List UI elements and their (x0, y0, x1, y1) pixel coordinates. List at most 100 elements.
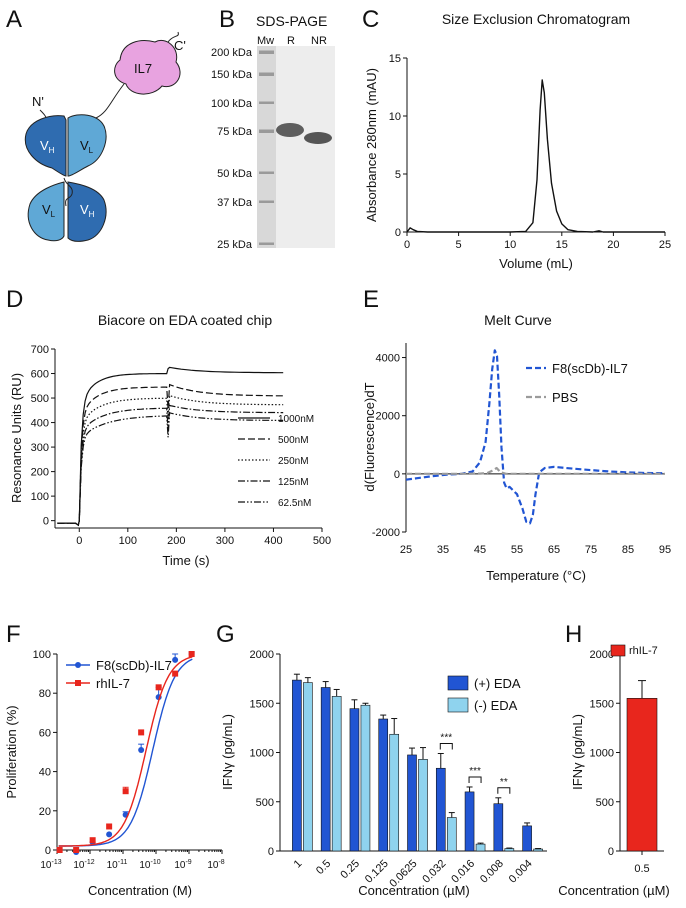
gel-marker-label: 25 kDa (217, 239, 253, 251)
legend-label: (+) EDA (474, 676, 521, 691)
x-tick-label: 0 (76, 535, 82, 547)
significance-label: ** (500, 777, 508, 788)
gel-marker-band (259, 129, 274, 133)
y-tick-label: 1000 (590, 748, 614, 760)
vl-label-lower: VL (42, 202, 56, 219)
chart-sec: Size Exclusion Chromatogram 0 5 10 15 0 5 10 15 2… (364, 11, 671, 271)
panel-label-e: E (363, 286, 379, 313)
x-axis-label: Concentration (µM) (558, 883, 670, 898)
data-point (73, 847, 80, 853)
y-axis-label: Proliferation (%) (4, 705, 19, 798)
legend-label: F8(scDb)-IL7 (96, 658, 172, 673)
series-line-1000nM (57, 366, 284, 527)
x-tick-label: 10-12 (73, 859, 94, 871)
chart-title: Size Exclusion Chromatogram (442, 11, 630, 27)
x-tick-label: 5 (456, 239, 462, 251)
x-tick-label: 0.5 (634, 863, 649, 875)
x-tick-label: 500 (313, 535, 331, 547)
chart-proliferation: 0 20 40 60 80 100 10-13 10-12 10-11 10-10 10-9 10-8… (4, 649, 225, 898)
y-axis-label: IFNγ (pg/mL) (570, 714, 585, 790)
legend-label: 62.5nM (278, 498, 311, 509)
x-tick-label: 65 (548, 544, 560, 556)
inner-linker (63, 177, 73, 207)
gel-marker-band (259, 242, 274, 245)
x-tick-label: 0 (404, 239, 410, 251)
legend-swatch (447, 697, 469, 713)
x-axis-label: Concentration (µM) (358, 883, 470, 898)
y-tick-label: 4000 (376, 353, 400, 365)
x-tick-label: 0.008 (478, 858, 506, 886)
x-tick-label: 15 (556, 239, 568, 251)
gel-lane-r: R (287, 35, 295, 47)
data-point (188, 651, 195, 657)
y-tick-label: 60 (39, 727, 51, 739)
chart-ifng-rhil7: 0 500 1000 1500 2000 0.5 rhIL-7 Concentration (… (558, 644, 670, 898)
data-point (106, 831, 113, 838)
y-tick-label: 500 (31, 393, 49, 405)
vl-label-upper: VL (80, 138, 94, 155)
y-tick-label: 15 (389, 53, 401, 65)
vh-domain-upper (24, 115, 67, 177)
x-tick-label: 0.25 (338, 858, 362, 882)
series-line-500nM (57, 383, 284, 527)
data-point (89, 837, 96, 844)
y-tick-label: 300 (31, 442, 49, 454)
bar-minus-eda (303, 682, 313, 852)
gel-lane-nr: NR (311, 35, 327, 47)
series-line-sec (406, 79, 665, 233)
x-tick-label: 35 (437, 544, 449, 556)
vl-domain-lower (27, 181, 65, 242)
y-tick-label: 100 (31, 491, 49, 503)
y-tick-label: 500 (596, 797, 614, 809)
gel-marker-label: 37 kDa (217, 197, 253, 209)
gel-band-reduced (276, 123, 304, 137)
gel-title: SDS-PAGE (256, 13, 327, 29)
bar-minus-eda (475, 843, 486, 852)
vh-label-lower: VH (80, 202, 95, 219)
y-tick-label: 500 (256, 797, 274, 809)
panel-label-a: A (6, 6, 22, 33)
y-tick-label: 100 (33, 649, 51, 661)
x-tick-label: 10-9 (174, 859, 191, 871)
x-tick-label: 0.004 (507, 858, 535, 886)
y-tick-label: 0 (395, 227, 401, 239)
y-tick-label: 5 (395, 169, 401, 181)
y-tick-label: 2000 (376, 411, 400, 423)
x-tick-label: 10-13 (40, 859, 61, 871)
x-tick-label: 95 (659, 544, 671, 556)
y-tick-label: -2000 (372, 527, 400, 539)
vl-domain-upper (67, 114, 107, 177)
series-line-f8-scdb-il7 (405, 349, 666, 525)
series-line-250nM (57, 394, 284, 527)
gel-marker-label: 50 kDa (217, 168, 253, 180)
c-terminus-label: C' (174, 38, 186, 53)
gel-marker-label: 150 kDa (211, 69, 253, 81)
legend-label: F8(scDb)-IL7 (552, 361, 628, 376)
gel-marker-band (259, 101, 274, 104)
bar-plus-eda (320, 687, 331, 852)
significance-bracket (497, 787, 511, 794)
gel-ladder-lane (257, 46, 276, 248)
data-point (138, 747, 145, 754)
bar-minus-eda (446, 817, 457, 852)
x-axis-label: Volume (mL) (499, 256, 573, 271)
gel-marker-label: 75 kDa (217, 126, 253, 138)
data-point (155, 684, 162, 691)
legend-label: 250nM (278, 456, 309, 467)
x-tick-label: 400 (264, 535, 282, 547)
x-tick-label: 100 (119, 535, 137, 547)
bar-minus-eda (360, 704, 371, 852)
bar-plus-eda (349, 708, 360, 852)
panel-label-g: G (216, 621, 235, 648)
data-point (172, 656, 179, 663)
x-tick-label: 10-8 (207, 859, 224, 871)
legend-label: 500nM (278, 435, 309, 446)
bar-minus-eda (504, 848, 515, 852)
diabody-schematic: IL7 C' N' VH VL VL VH (24, 31, 186, 242)
panel-label-b: B (219, 6, 235, 33)
chart-title: Melt Curve (484, 312, 552, 328)
x-tick-label: 55 (511, 544, 523, 556)
y-tick-label: 0 (394, 469, 400, 481)
panel-label-f: F (6, 621, 21, 648)
il7-linker (95, 83, 125, 119)
